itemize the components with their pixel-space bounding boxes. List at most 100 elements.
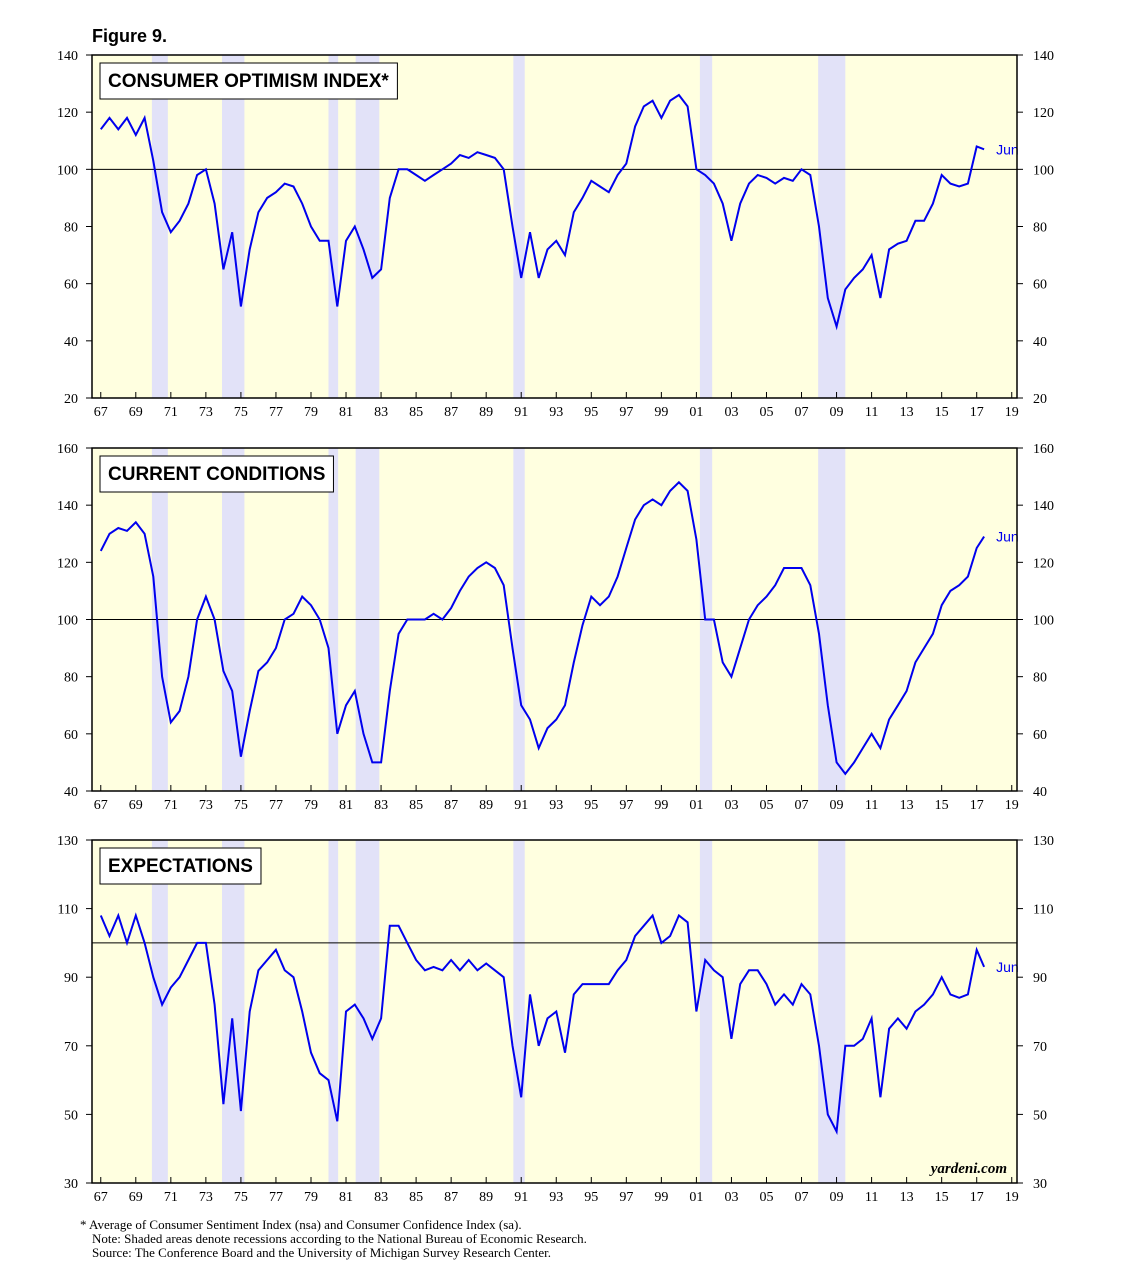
recession-band xyxy=(699,840,713,1183)
x-tick-label: 93 xyxy=(549,1190,563,1205)
x-tick-label: 81 xyxy=(339,1190,353,1205)
x-tick-label: 73 xyxy=(199,798,213,813)
x-tick-label: 19 xyxy=(1005,1190,1019,1205)
recession-band xyxy=(513,840,525,1183)
y-tick-label: 100 xyxy=(57,614,78,629)
y-tick-label: 160 xyxy=(57,442,78,457)
watermark: yardeni.com xyxy=(929,1161,1007,1177)
last-label: Jun xyxy=(996,959,1019,975)
recession-band xyxy=(328,55,339,398)
recession-band xyxy=(699,55,713,398)
x-tick-label: 15 xyxy=(935,1190,949,1205)
x-tick-label: 97 xyxy=(619,1190,633,1205)
y-tick-label: 40 xyxy=(1033,785,1047,800)
y-tick-label: 40 xyxy=(64,335,78,350)
x-tick-label: 05 xyxy=(759,405,773,420)
x-tick-label: 11 xyxy=(865,798,878,813)
x-tick-label: 87 xyxy=(444,1190,458,1205)
x-tick-label: 07 xyxy=(795,1190,809,1205)
x-tick-label: 09 xyxy=(830,1190,844,1205)
recession-band xyxy=(328,840,339,1183)
x-tick-label: 05 xyxy=(759,798,773,813)
x-tick-label: 83 xyxy=(374,405,388,420)
plot-frame xyxy=(91,447,1018,792)
y-tick-label: 90 xyxy=(64,971,78,986)
title-box xyxy=(99,847,262,885)
x-tick-label: 83 xyxy=(374,1190,388,1205)
x-tick-label: 73 xyxy=(199,1190,213,1205)
y-tick-label: 80 xyxy=(1033,671,1047,686)
recession-band xyxy=(818,55,846,398)
x-tick-label: 77 xyxy=(269,1190,283,1205)
y-tick-label: 100 xyxy=(1033,163,1054,178)
x-tick-label: 07 xyxy=(795,798,809,813)
plot-frame xyxy=(91,839,1018,1184)
x-tick-label: 75 xyxy=(234,1190,248,1205)
x-tick-label: 69 xyxy=(129,1190,143,1205)
x-tick-label: 71 xyxy=(164,405,178,420)
x-tick-label: 67 xyxy=(94,798,108,813)
recession-band xyxy=(151,840,168,1183)
y-tick-label: 30 xyxy=(64,1177,78,1192)
x-tick-label: 99 xyxy=(654,1190,668,1205)
x-tick-label: 09 xyxy=(830,405,844,420)
x-tick-label: 99 xyxy=(654,798,668,813)
x-tick-label: 83 xyxy=(374,798,388,813)
y-tick-label: 120 xyxy=(1033,556,1054,571)
x-tick-label: 79 xyxy=(304,405,318,420)
panel-title: EXPECTATIONS xyxy=(108,856,253,877)
panel-title: CURRENT CONDITIONS xyxy=(108,464,325,485)
plot-background xyxy=(92,840,1017,1183)
last-label: Jun xyxy=(996,141,1019,157)
y-tick-label: 80 xyxy=(1033,221,1047,236)
x-tick-label: 81 xyxy=(339,798,353,813)
x-tick-label: 17 xyxy=(970,405,984,420)
x-tick-label: 07 xyxy=(795,405,809,420)
x-tick-label: 03 xyxy=(724,1190,738,1205)
x-tick-label: 17 xyxy=(970,1190,984,1205)
y-tick-label: 100 xyxy=(57,163,78,178)
x-tick-label: 01 xyxy=(689,798,703,813)
y-tick-label: 160 xyxy=(1033,442,1054,457)
x-tick-label: 77 xyxy=(269,798,283,813)
title-box xyxy=(99,455,334,493)
x-tick-label: 13 xyxy=(900,1190,914,1205)
y-tick-label: 120 xyxy=(1033,106,1054,121)
x-tick-label: 03 xyxy=(724,405,738,420)
x-tick-label: 11 xyxy=(865,405,878,420)
x-tick-label: 89 xyxy=(479,798,493,813)
x-tick-label: 91 xyxy=(514,798,528,813)
x-tick-label: 79 xyxy=(304,1190,318,1205)
x-tick-label: 19 xyxy=(1005,405,1019,420)
series-line xyxy=(99,480,985,776)
x-tick-label: 89 xyxy=(479,1190,493,1205)
recession-band xyxy=(513,55,525,398)
title-box xyxy=(99,62,398,100)
x-tick-label: 81 xyxy=(339,405,353,420)
y-tick-label: 40 xyxy=(1033,335,1047,350)
recession-band xyxy=(221,840,245,1183)
x-tick-label: 11 xyxy=(865,1190,878,1205)
y-tick-label: 140 xyxy=(1033,499,1054,514)
panel-title: CONSUMER OPTIMISM INDEX* xyxy=(108,71,389,92)
y-tick-label: 70 xyxy=(64,1040,78,1055)
note: * Average of Consumer Sentiment Index (n… xyxy=(80,1217,522,1232)
y-tick-label: 140 xyxy=(57,49,78,64)
y-tick-label: 140 xyxy=(1033,49,1054,64)
x-tick-label: 85 xyxy=(409,1190,423,1205)
last-label: Jun xyxy=(996,529,1019,545)
x-tick-label: 89 xyxy=(479,405,493,420)
x-tick-label: 69 xyxy=(129,798,143,813)
note: Note: Shaded areas denote recessions acc… xyxy=(92,1231,587,1246)
figure-title: Figure 9. xyxy=(92,26,167,46)
x-tick-label: 97 xyxy=(619,798,633,813)
x-tick-label: 13 xyxy=(900,405,914,420)
x-tick-label: 93 xyxy=(549,798,563,813)
x-tick-label: 01 xyxy=(689,405,703,420)
x-tick-label: 93 xyxy=(549,405,563,420)
y-tick-label: 70 xyxy=(1033,1040,1047,1055)
x-tick-label: 05 xyxy=(759,1190,773,1205)
y-tick-label: 110 xyxy=(58,903,78,918)
y-tick-label: 100 xyxy=(1033,614,1054,629)
